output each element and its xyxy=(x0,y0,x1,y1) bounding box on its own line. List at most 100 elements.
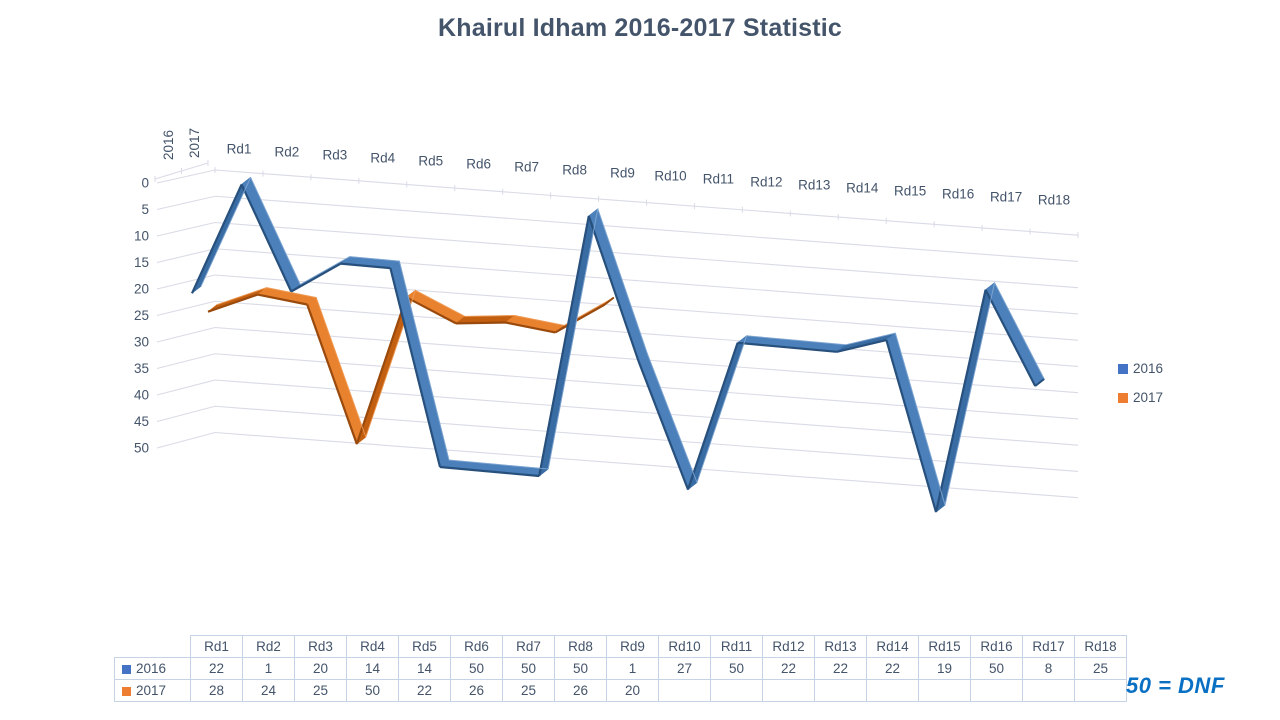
table-cell[interactable] xyxy=(762,679,815,702)
ribbon-edge xyxy=(257,293,308,306)
table-cell[interactable] xyxy=(1074,679,1127,702)
table-cell[interactable]: 50 xyxy=(346,679,399,702)
ribbon-endcap xyxy=(1034,378,1045,387)
gridline xyxy=(156,405,1079,472)
legend-item-2016[interactable]: 2016 xyxy=(1118,361,1163,376)
table-header-cell[interactable]: Rd17 xyxy=(1022,635,1075,658)
ribbon-highlight xyxy=(597,208,648,354)
gridline xyxy=(156,379,1079,446)
ribbon-highlight xyxy=(696,335,748,483)
value-axis-label: 40 xyxy=(134,388,149,403)
depth-axis-label: 2016 xyxy=(161,130,176,160)
table-cell[interactable]: 50 xyxy=(970,657,1023,680)
category-axis-label: Rd9 xyxy=(610,166,635,181)
table-cell[interactable]: 22 xyxy=(762,657,815,680)
ribbon-highlight xyxy=(448,459,499,465)
ribbon-highlight xyxy=(200,177,252,287)
table-cell[interactable] xyxy=(970,679,1023,702)
series-ribbon-2016[interactable] xyxy=(190,176,1045,513)
ribbon-edge xyxy=(686,342,739,490)
table-cell[interactable]: 22 xyxy=(190,657,243,680)
category-axis-label: Rd6 xyxy=(466,157,491,172)
ribbon-edge xyxy=(637,360,690,490)
ribbon-highlight xyxy=(266,287,317,298)
table-header-cell[interactable]: Rd9 xyxy=(606,635,659,658)
series-ribbon-2017[interactable] xyxy=(207,287,615,445)
legend-label-2017: 2017 xyxy=(1133,390,1164,405)
table-cell[interactable]: 50 xyxy=(450,657,503,680)
table-cell[interactable]: 24 xyxy=(242,679,295,702)
table-cell[interactable]: 27 xyxy=(658,657,711,680)
table-header-cell[interactable]: Rd10 xyxy=(658,635,711,658)
table-header-cell[interactable]: Rd4 xyxy=(346,635,399,658)
table-header-cell[interactable]: Rd18 xyxy=(1074,635,1127,658)
table-header-cell[interactable]: Rd15 xyxy=(918,635,971,658)
table-cell[interactable]: 26 xyxy=(554,679,607,702)
table-cell[interactable]: 26 xyxy=(450,679,503,702)
table-row-header[interactable]: 2017 xyxy=(114,679,191,702)
table-cell[interactable] xyxy=(866,679,919,702)
table-header-cell[interactable]: Rd7 xyxy=(502,635,555,658)
table-cell[interactable]: 25 xyxy=(1074,657,1127,680)
table-cell[interactable]: 22 xyxy=(866,657,919,680)
table-cell[interactable] xyxy=(918,679,971,702)
ribbon-segment xyxy=(241,176,301,292)
table-cell[interactable]: 1 xyxy=(242,657,295,680)
table-header-cell[interactable]: Rd1 xyxy=(190,635,243,658)
table-header-cell[interactable]: Rd8 xyxy=(554,635,607,658)
table-header-cell[interactable]: Rd5 xyxy=(398,635,451,658)
table-cell[interactable]: 50 xyxy=(710,657,763,680)
value-axis-label: 50 xyxy=(134,441,149,456)
table-cell[interactable]: 8 xyxy=(1022,657,1075,680)
table-header-cell[interactable]: Rd16 xyxy=(970,635,1023,658)
category-axis-label: Rd17 xyxy=(990,190,1022,205)
ribbon-highlight xyxy=(415,289,466,317)
table-cell[interactable]: 14 xyxy=(346,657,399,680)
table-legend-key-icon xyxy=(122,665,131,674)
ribbon-highlight xyxy=(498,464,549,470)
table-cell[interactable] xyxy=(710,679,763,702)
category-axis-label: Rd13 xyxy=(798,178,830,193)
legend-item-2017[interactable]: 2017 xyxy=(1118,390,1163,405)
gridline xyxy=(156,326,1079,394)
table-cell[interactable]: 22 xyxy=(814,657,867,680)
table-cell[interactable]: 20 xyxy=(294,657,347,680)
table-cell[interactable]: 25 xyxy=(294,679,347,702)
gridline xyxy=(156,431,1079,499)
table-header-cell[interactable]: Rd14 xyxy=(866,635,919,658)
table-cell[interactable]: 19 xyxy=(918,657,971,680)
table-row-2017: 2017 28 24 25 50 22 26 25 26 20 xyxy=(114,679,1127,702)
table-header-cell[interactable]: Rd2 xyxy=(242,635,295,658)
table-header-cell[interactable]: Rd12 xyxy=(762,635,815,658)
table-header-cell[interactable]: Rd6 xyxy=(450,635,503,658)
table-cell[interactable] xyxy=(814,679,867,702)
table-cell[interactable]: 50 xyxy=(502,657,555,680)
table-cell[interactable]: 14 xyxy=(398,657,451,680)
table-cell[interactable] xyxy=(1022,679,1075,702)
ribbon-highlight xyxy=(315,297,367,438)
category-axis-label: Rd5 xyxy=(418,154,443,169)
table-cell[interactable]: 28 xyxy=(190,679,243,702)
value-axis-label: 35 xyxy=(134,361,149,376)
table-cell[interactable]: 22 xyxy=(398,679,451,702)
table-cell[interactable]: 25 xyxy=(502,679,555,702)
value-axis-label: 45 xyxy=(134,414,149,429)
ribbon-edge xyxy=(505,321,556,334)
table-cell[interactable]: 20 xyxy=(606,679,659,702)
table-cell[interactable] xyxy=(658,679,711,702)
table-header-cell[interactable]: Rd13 xyxy=(814,635,867,658)
value-axis-label: 15 xyxy=(134,255,149,270)
table-cell[interactable]: 1 xyxy=(606,657,659,680)
ribbon-edge xyxy=(439,465,490,473)
ribbon-edge xyxy=(489,470,540,478)
ribbon-highlight xyxy=(646,353,698,483)
table-header-cell[interactable]: Rd11 xyxy=(710,635,763,658)
table-header-cell[interactable]: Rd3 xyxy=(294,635,347,658)
table-cell[interactable]: 50 xyxy=(554,657,607,680)
legend-key-2016-icon xyxy=(1118,363,1128,374)
ribbon-highlight xyxy=(547,208,599,470)
ribbon-edge xyxy=(207,293,258,313)
table-row-header[interactable]: 2016 xyxy=(114,657,191,680)
